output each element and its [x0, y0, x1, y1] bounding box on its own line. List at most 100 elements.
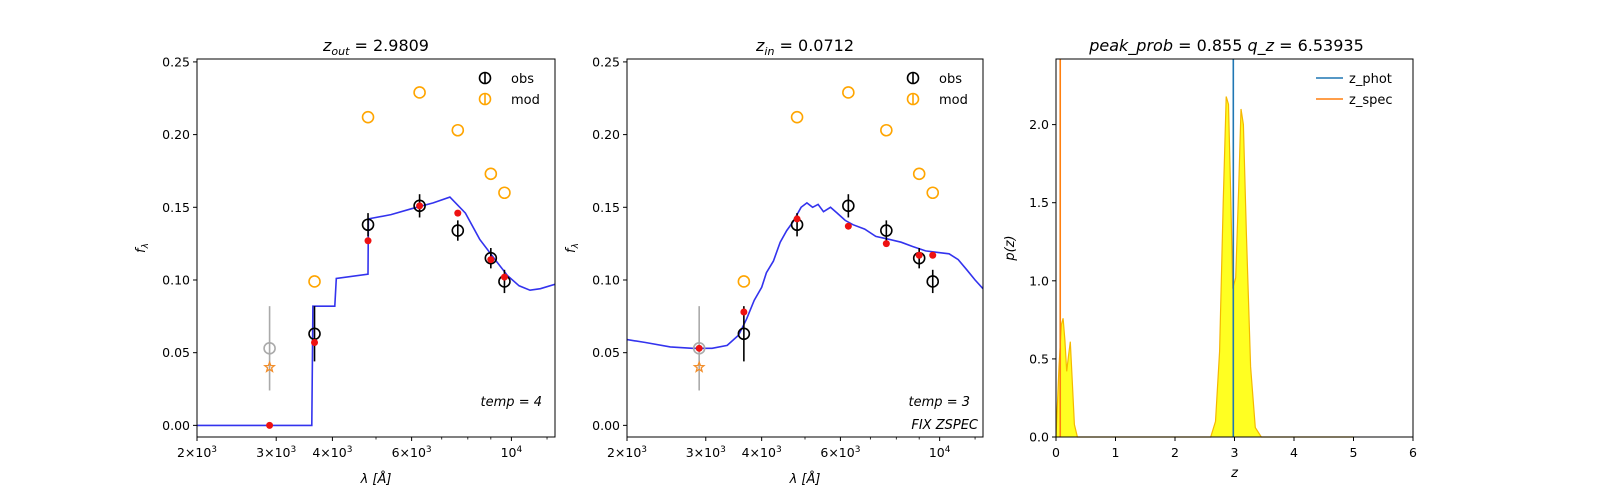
temp-annotation: temp = 4: [481, 395, 542, 410]
legend-label: obs: [511, 72, 534, 87]
x-tick-label: 6×103: [820, 445, 860, 460]
temp-annotation: temp = 3: [909, 395, 970, 410]
panel-title: peak_prob = 0.855 q_z = 6.53935: [1088, 36, 1364, 56]
legend-label: obs: [939, 72, 962, 87]
x-tick-label: 2×103: [607, 445, 647, 460]
sed-model-line: [627, 201, 983, 350]
mod-point: [451, 123, 465, 137]
legend-marker: [478, 71, 492, 85]
fitted-point: [793, 215, 801, 223]
plot-area: [627, 59, 983, 437]
y-tick-label: 0.20: [592, 127, 620, 142]
pz-panel: 0.0 0.5 1.0 1.5 2.0 0 1 2 3 4 5 6 z p(z) peak_prob = 0…: [1003, 36, 1417, 481]
x-tick-label: 6×103: [392, 445, 432, 460]
obs-point: [451, 224, 465, 237]
mod-point: [361, 110, 375, 124]
mod-point: [912, 167, 926, 181]
y-tick-label: 1.5: [1029, 195, 1049, 210]
y-tick-label: 0.25: [592, 54, 620, 69]
x-tick-label: 3: [1231, 445, 1239, 460]
x-tick-label: 4×103: [312, 445, 352, 460]
fitted-point: [844, 222, 852, 230]
x-tick-label: 5: [1350, 445, 1358, 460]
legend-label: mod: [511, 93, 540, 108]
y-tick-label: 0.05: [162, 345, 190, 360]
mod-point: [737, 275, 751, 288]
mod-point: [484, 167, 498, 181]
plot-area: [197, 59, 555, 437]
x-tick-label: 2×103: [177, 445, 217, 460]
y-tick-label: 2.0: [1029, 117, 1049, 132]
obs-point: [361, 218, 375, 232]
fitted-point: [416, 202, 424, 210]
obs-point: [926, 275, 940, 288]
y-tick-label: 0.15: [162, 200, 190, 215]
x-tick-label: 1: [1112, 445, 1120, 460]
star-marker: [692, 360, 706, 373]
fitted-point: [929, 251, 937, 259]
legend-label: z_phot: [1349, 72, 1392, 87]
fitted-point: [454, 209, 462, 217]
fix-zspec-annotation: FIX ZSPEC: [911, 418, 979, 433]
y-tick-label: 0.00: [162, 418, 190, 433]
mod-point: [308, 275, 321, 288]
y-tick-label: 0.00: [592, 418, 620, 433]
y-tick-label: 0.0: [1029, 430, 1049, 445]
y-axis-label: p(z): [1003, 235, 1018, 261]
mod-point: [790, 110, 804, 124]
fitted-point: [915, 251, 923, 259]
y-tick-label: 0.5: [1029, 351, 1049, 366]
y-axis-label: fλ: [134, 243, 151, 253]
mod-point: [926, 186, 940, 200]
sed-panel-1: 0.00 0.05 0.10 0.15 0.20 0.25 2×103 3×103 4×103 6…: [134, 36, 556, 487]
x-tick-label: 2: [1171, 445, 1179, 460]
fitted-point: [882, 240, 890, 248]
legend-marker: [478, 92, 492, 106]
x-axis-label: λ [Å]: [789, 471, 821, 487]
y-tick-label: 0.05: [592, 345, 620, 360]
obs-point: [880, 224, 893, 237]
x-tick-label: 6: [1409, 445, 1417, 460]
fitted-point: [364, 237, 372, 245]
legend-marker: [906, 71, 920, 85]
fitted-point: [740, 308, 748, 316]
fitted-point: [266, 421, 274, 429]
obs-point: [413, 199, 426, 213]
legend-marker: [906, 92, 920, 106]
legend-label: mod: [939, 93, 968, 108]
x-tick-label: 104: [929, 445, 951, 460]
obs-point: [263, 342, 276, 355]
pdf-line: [1055, 96, 1354, 438]
x-tick-label: 0: [1052, 445, 1060, 460]
mod-point: [413, 86, 426, 99]
x-tick-label: 4: [1290, 445, 1298, 460]
y-tick-label: 0.20: [162, 127, 190, 142]
y-tick-label: 1.0: [1029, 273, 1049, 288]
panel-title: zin = 0.0712: [755, 36, 854, 58]
star-marker: [263, 360, 277, 373]
mod-point: [842, 86, 855, 99]
fitted-point: [695, 344, 703, 352]
obs-point: [737, 327, 751, 341]
mod-point: [880, 123, 893, 137]
sed-panel-2: 0.00 0.05 0.10 0.15 0.20 0.25 2×103 3×103 4×103 6…: [564, 36, 984, 487]
fitted-point: [500, 273, 508, 281]
y-tick-label: 0.15: [592, 200, 620, 215]
panel-title: zout = 2.9809: [322, 36, 429, 58]
fitted-point: [311, 339, 319, 346]
x-axis-label: z: [1230, 466, 1239, 481]
legend-label: z_spec: [1349, 93, 1393, 108]
obs-point: [484, 251, 498, 265]
mod-point: [498, 186, 511, 200]
obs-point: [692, 342, 706, 355]
y-tick-label: 0.25: [162, 54, 190, 69]
y-axis-label: fλ: [564, 243, 581, 253]
y-tick-label: 0.10: [592, 272, 620, 287]
y-tick-label: 0.10: [162, 272, 190, 287]
x-tick-label: 3×103: [686, 445, 726, 460]
x-tick-label: 4×103: [742, 445, 782, 460]
x-tick-label: 104: [501, 445, 523, 460]
fitted-point: [487, 256, 495, 264]
obs-point: [842, 199, 855, 213]
